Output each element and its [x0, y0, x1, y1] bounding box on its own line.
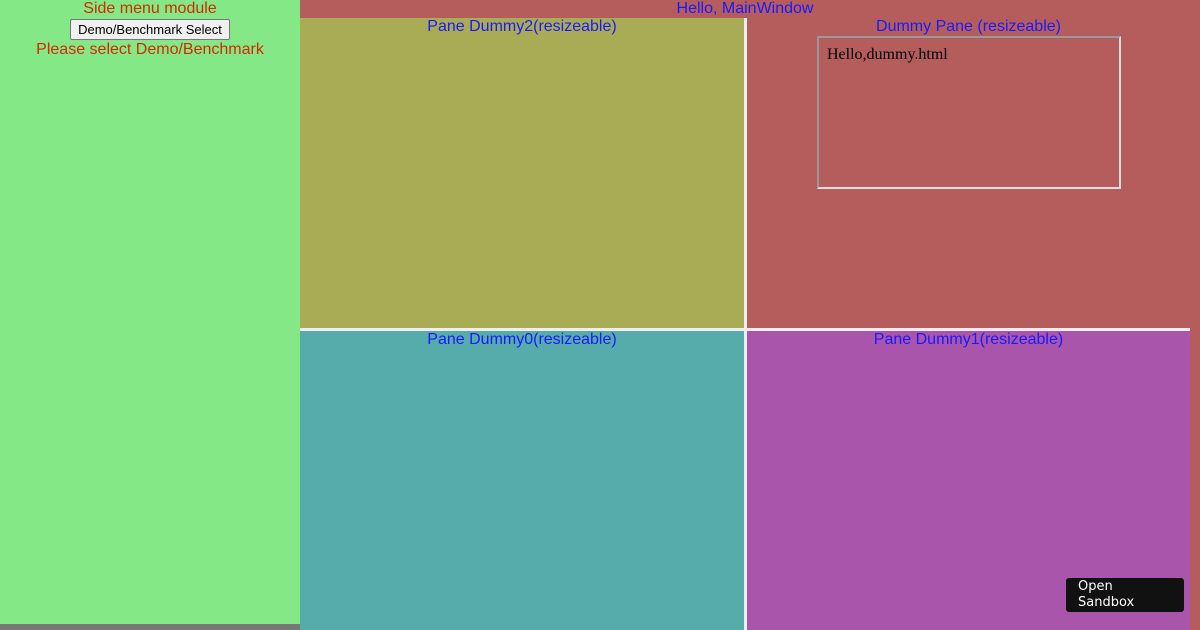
splitter[interactable]	[300, 328, 1190, 331]
side-title: Side menu module	[83, 0, 217, 17]
splitter[interactable]	[744, 18, 747, 630]
pane: Dummy Pane (resizeable)	[747, 18, 1190, 328]
pane-title: Pane Dummy0(resizeable)	[427, 331, 617, 348]
pane: Pane Dummy2(resizeable)	[300, 18, 744, 328]
sandbox-button[interactable]: Open Sandbox	[1066, 578, 1184, 612]
side-message: Please select Demo/Benchmark	[36, 41, 264, 58]
iframe: Hello,dummy.html	[817, 36, 1121, 189]
select-button[interactable]: Demo/Benchmark Select	[70, 19, 230, 40]
pane-title: Pane Dummy2(resizeable)	[427, 18, 617, 35]
pane-title: Dummy Pane (resizeable)	[876, 18, 1061, 35]
pane: Pane Dummy0(resizeable)	[300, 331, 744, 630]
side-menu: Side menu module Demo/Benchmark Select P…	[0, 0, 300, 624]
bottom-bar	[0, 624, 300, 630]
pane-title: Pane Dummy1(resizeable)	[873, 331, 1064, 348]
iframe-text: Hello,dummy.html	[827, 46, 948, 63]
main-title: Hello, MainWindow	[676, 0, 814, 17]
